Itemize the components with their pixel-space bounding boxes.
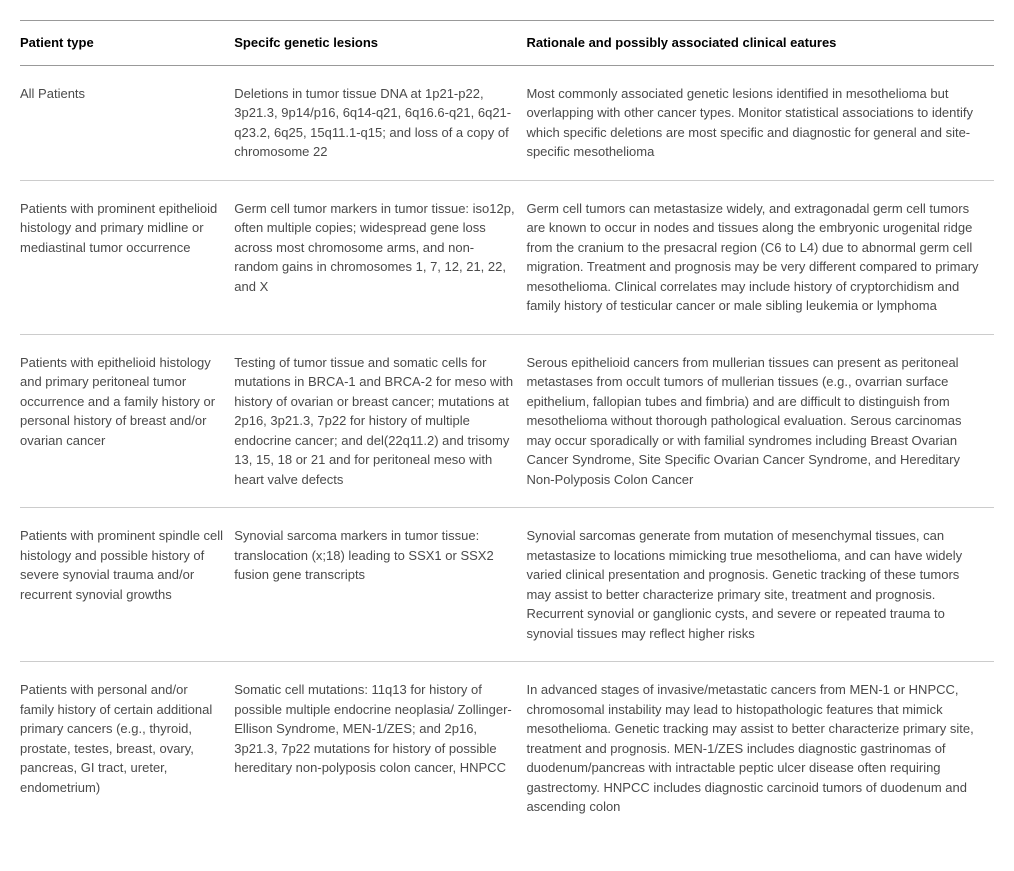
header-patient-type: Patient type [20,21,234,66]
table-row: Patients with prominent spindle cell his… [20,508,994,662]
table-header: Patient type Specifc genetic lesions Rat… [20,21,994,66]
cell-patient-type: Patients with epithelioid histology and … [20,334,234,508]
cell-patient-type: Patients with prominent epithelioid hist… [20,180,234,334]
table-row: Patients with personal and/or family his… [20,662,994,835]
cell-rationale: In advanced stages of invasive/metastati… [526,662,994,835]
cell-patient-type: Patients with personal and/or family his… [20,662,234,835]
cell-patient-type: All Patients [20,65,234,180]
cell-rationale: Most commonly associated genetic lesions… [526,65,994,180]
cell-lesions: Somatic cell mutations: 11q13 for histor… [234,662,526,835]
cell-patient-type: Patients with prominent spindle cell his… [20,508,234,662]
table-row: Patients with prominent epithelioid hist… [20,180,994,334]
cell-rationale: Serous epithelioid cancers from mulleria… [526,334,994,508]
table-header-row: Patient type Specifc genetic lesions Rat… [20,21,994,66]
header-rationale: Rationale and possibly associated clinic… [526,21,994,66]
cell-rationale: Germ cell tumors can metastasize widely,… [526,180,994,334]
cell-lesions: Synovial sarcoma markers in tumor tissue… [234,508,526,662]
genetic-lesions-table: Patient type Specifc genetic lesions Rat… [20,20,994,835]
cell-lesions: Testing of tumor tissue and somatic cell… [234,334,526,508]
table-body: All Patients Deletions in tumor tissue D… [20,65,994,835]
header-lesions: Specifc genetic lesions [234,21,526,66]
table-row: Patients with epithelioid histology and … [20,334,994,508]
cell-lesions: Deletions in tumor tissue DNA at 1p21-p2… [234,65,526,180]
cell-rationale: Synovial sarcomas generate from mutation… [526,508,994,662]
cell-lesions: Germ cell tumor markers in tumor tissue:… [234,180,526,334]
table-row: All Patients Deletions in tumor tissue D… [20,65,994,180]
